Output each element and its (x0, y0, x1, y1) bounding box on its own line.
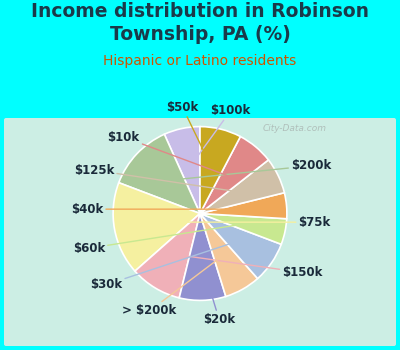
Wedge shape (200, 160, 284, 214)
Text: City-Data.com: City-Data.com (263, 124, 327, 133)
Text: $75k: $75k (157, 216, 331, 229)
Text: $50k: $50k (166, 101, 210, 163)
Wedge shape (200, 127, 240, 214)
Wedge shape (200, 193, 287, 219)
Wedge shape (164, 127, 200, 214)
Wedge shape (113, 183, 200, 271)
Text: $10k: $10k (108, 131, 227, 175)
Text: $40k: $40k (71, 203, 244, 216)
Wedge shape (200, 136, 268, 214)
Wedge shape (179, 214, 226, 300)
Wedge shape (200, 214, 287, 244)
Text: > $200k: > $200k (122, 258, 220, 317)
Text: $60k: $60k (73, 224, 243, 255)
Wedge shape (135, 214, 200, 298)
Text: $150k: $150k (179, 255, 323, 279)
Text: $20k: $20k (203, 265, 235, 326)
Text: Income distribution in Robinson
Township, PA (%): Income distribution in Robinson Township… (31, 2, 369, 44)
Text: $100k: $100k (192, 104, 250, 163)
Wedge shape (200, 214, 258, 296)
Wedge shape (119, 134, 200, 214)
FancyBboxPatch shape (4, 118, 396, 346)
Text: $200k: $200k (169, 159, 331, 180)
Text: Hispanic or Latino residents: Hispanic or Latino residents (103, 54, 297, 68)
Wedge shape (200, 214, 281, 279)
Text: $30k: $30k (90, 242, 235, 291)
Text: $125k: $125k (74, 163, 239, 192)
